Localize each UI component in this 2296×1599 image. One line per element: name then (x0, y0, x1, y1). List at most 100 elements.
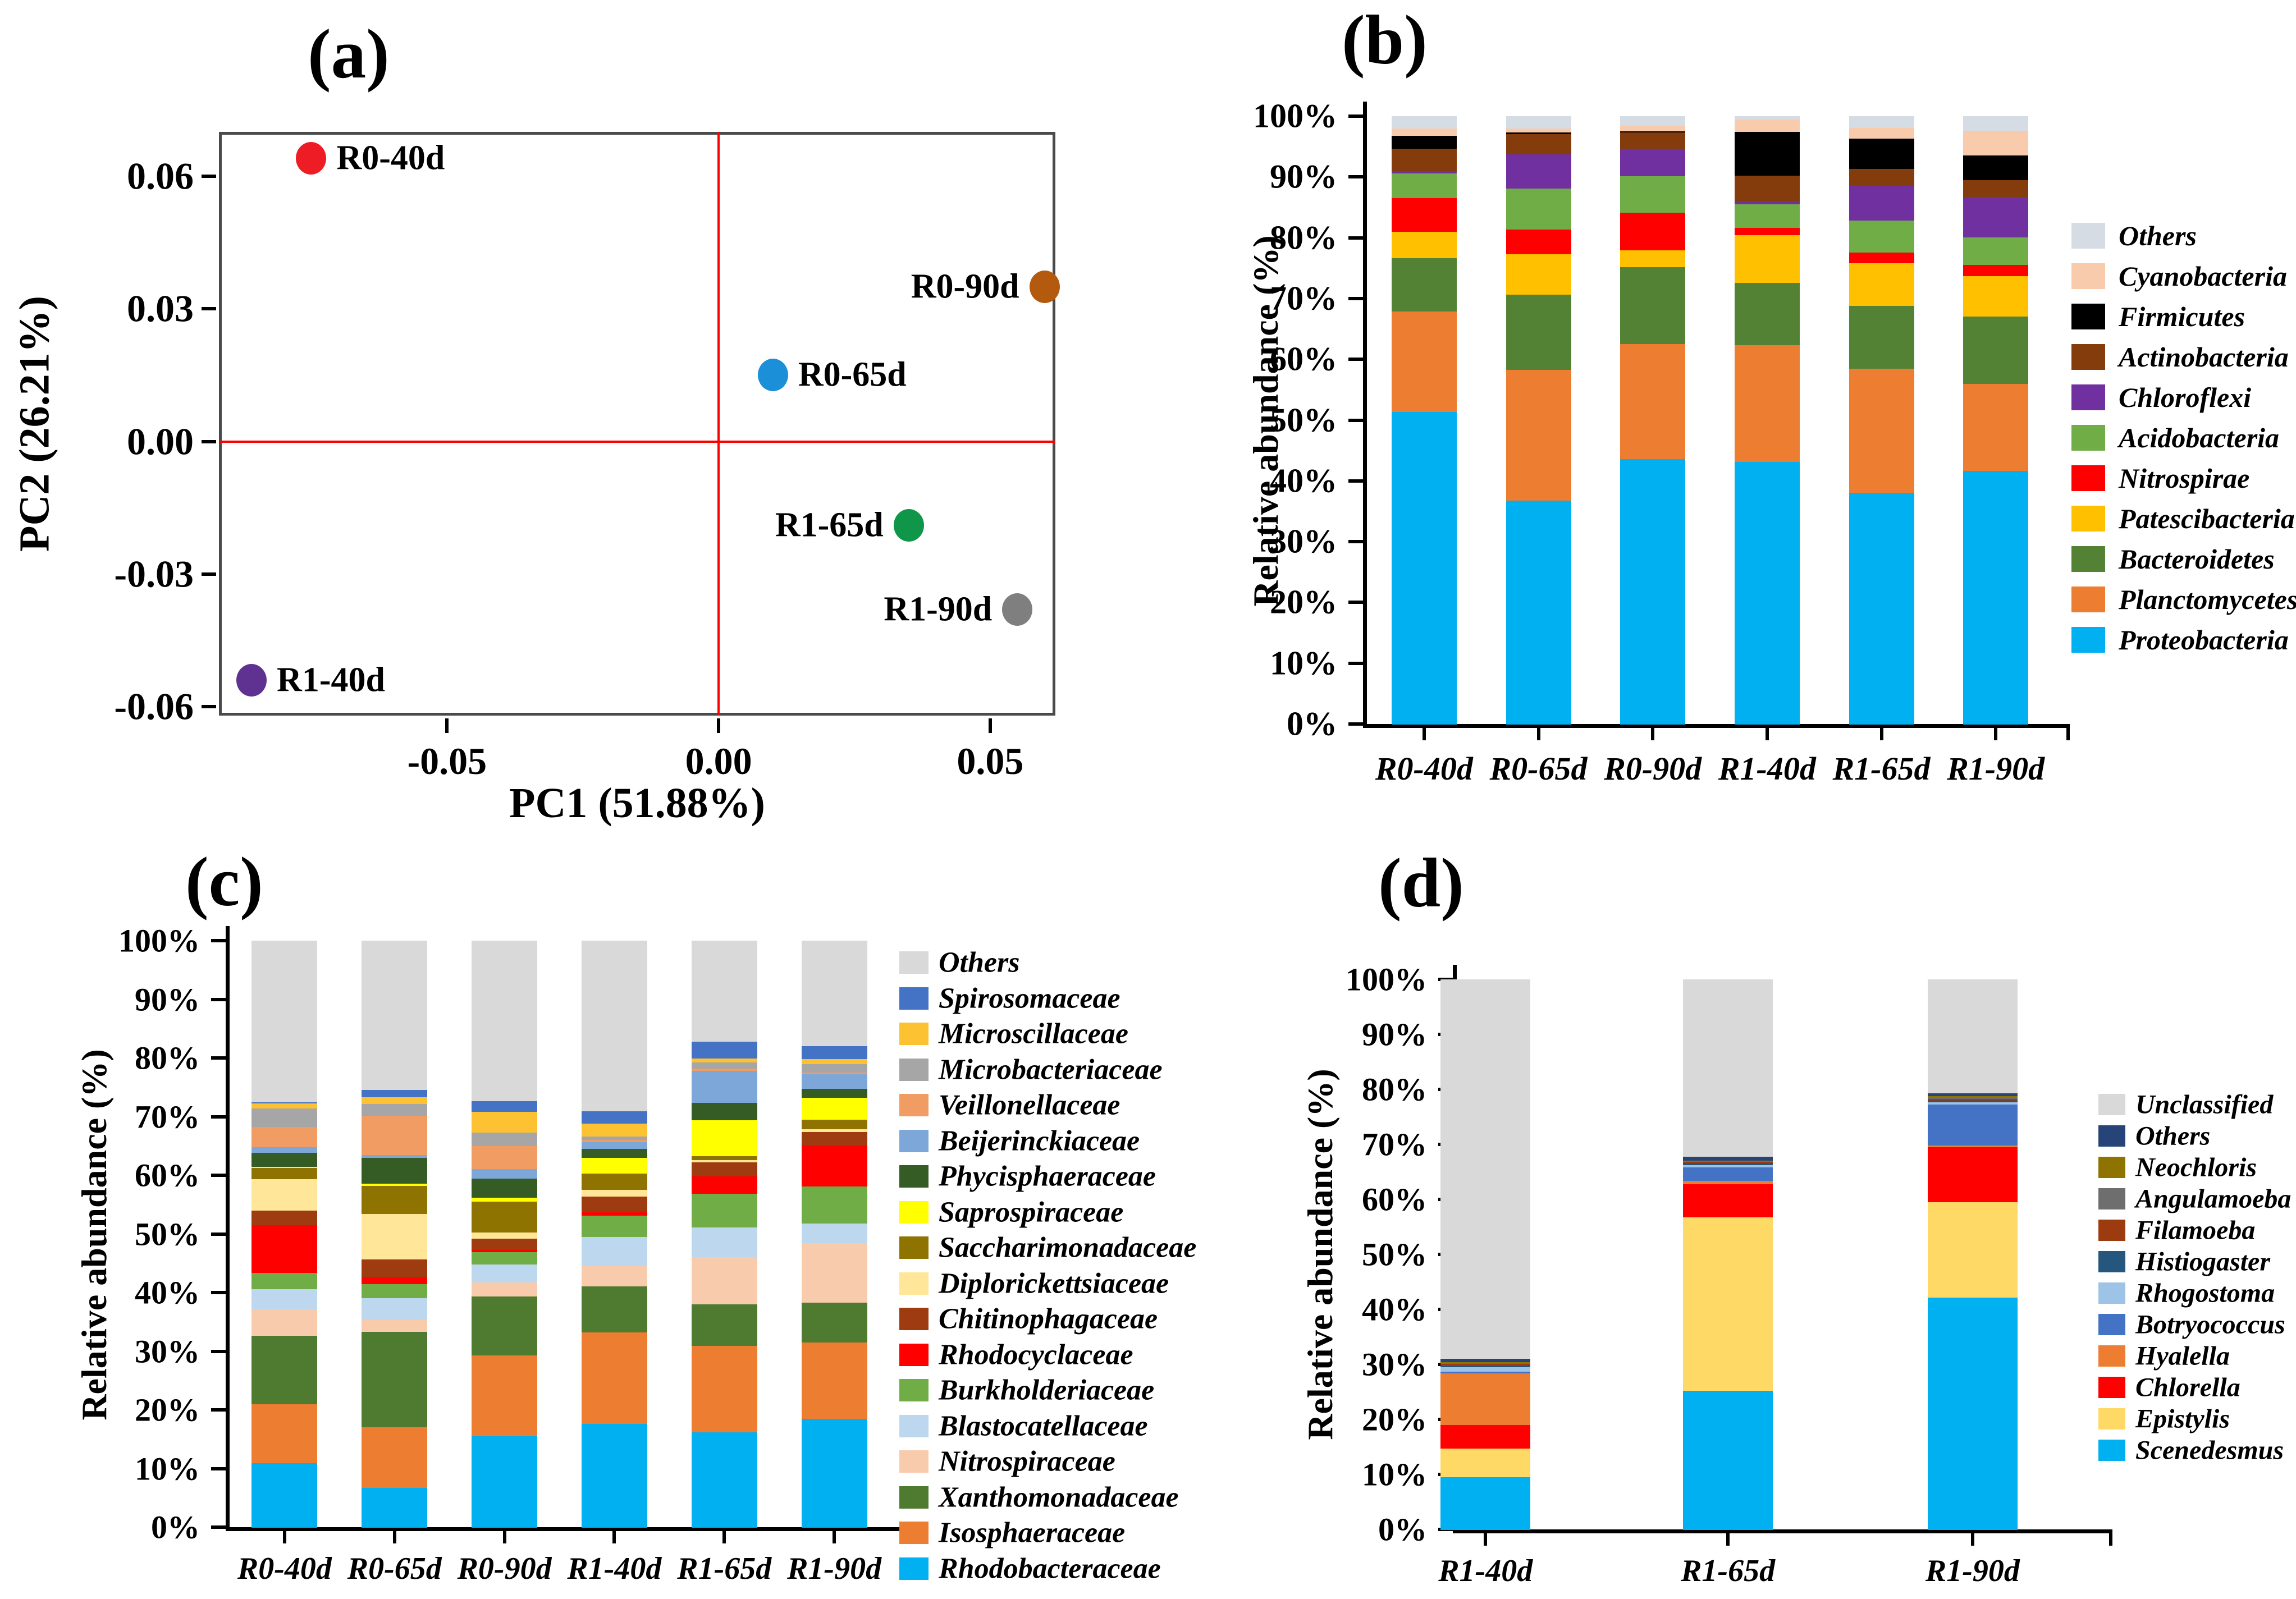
legend-label-Hyalella: Hyalella (2135, 1341, 2230, 1371)
y-tick-label: 70% (1270, 280, 1337, 317)
bar-segment-Hyalella (1440, 1373, 1531, 1426)
bar-segment-Nitrospiraceae (691, 1257, 757, 1305)
x-tick-mark (988, 718, 992, 733)
bar-segment-Cyanobacteria (1620, 125, 1686, 131)
point-label: R1-90d (884, 590, 993, 629)
y-tick-label: 100% (1346, 961, 1427, 998)
bar-segment-Others (581, 941, 647, 1111)
bar-segment-Burkholderiaceae (691, 1193, 757, 1227)
bar-segment-Patescibacteria (1506, 254, 1571, 295)
panel-letter-c: (c) (185, 844, 263, 921)
legend-swatch-Proteobacteria (2071, 627, 2105, 653)
crosshair-vertical (717, 132, 720, 716)
y-axis-line (226, 926, 230, 1531)
y-tick-mark (1348, 236, 1363, 240)
bar-segment-Chloroflexi (1849, 185, 1914, 221)
bar-segment-Phycisphaeraceae (251, 1152, 318, 1167)
y-tick-mark (211, 939, 226, 942)
legend-label-Isosphaeraceae: Isosphaeraceae (939, 1516, 1126, 1549)
bar-segment-Microscillaceae (581, 1122, 647, 1137)
point-R1-90d (1002, 593, 1033, 626)
bar-segment-Rhodocyclaceae (251, 1225, 318, 1273)
x-tick-mark (1879, 728, 1883, 740)
bar-segment-Microbacteriaceae (801, 1064, 867, 1073)
y-tick-label: 0% (1287, 705, 1337, 743)
bar-segment-Rhodobacteraceae (251, 1463, 318, 1528)
family-bar-chart (230, 941, 889, 1527)
bar-segment-Isosphaeraceae (691, 1345, 757, 1433)
legend-label-Filamoeba: Filamoeba (2135, 1215, 2256, 1245)
bar-segment-Neochloris (1927, 1096, 2018, 1098)
x-tick-mark (722, 1531, 726, 1543)
bar-segment-Phycisphaeraceae (691, 1102, 757, 1121)
y-tick-label: 50% (1270, 401, 1337, 438)
y-tick-label: 60% (135, 1157, 200, 1194)
y-tick-label: 70% (135, 1098, 200, 1135)
legend-label-Patescibacteria: Patescibacteria (2119, 503, 2295, 534)
bar-segment-Blastocatellaceae (581, 1236, 647, 1266)
bar-segment-Acidobacteria (1506, 188, 1571, 230)
bar-segment-Chitinophagaceae (801, 1131, 867, 1146)
bar-segment-Veillonellaceae (581, 1139, 647, 1143)
bar-segment-Firmicutes (1963, 155, 2029, 181)
x-axis-line (226, 1527, 906, 1531)
bar-segment-Nitrospirae (1734, 227, 1800, 235)
y-tick-label: 10% (1270, 644, 1337, 682)
x-tick-mark (1970, 1533, 1974, 1546)
bar-segment-Rhodobacteraceae (581, 1423, 647, 1528)
legend-swatch-Chitinophagaceae (899, 1308, 929, 1330)
y-tick-mark (211, 1291, 226, 1294)
bar-segment-Phycisphaeraceae (581, 1148, 647, 1158)
y-tick-mark (1348, 601, 1363, 604)
y-tick-mark (211, 1408, 226, 1412)
point-label: R0-40d (336, 139, 445, 177)
legend-swatch-Nitrospirae (2071, 465, 2105, 491)
y-tick-label: 80% (1270, 219, 1337, 256)
bar-segment-Bacteroidetes (1620, 267, 1686, 344)
legend-swatch-Saccharimonadaceae (899, 1236, 929, 1259)
category-label: R1-90d (787, 1551, 882, 1586)
bar-segment-Diplorickettsiaceae (251, 1179, 318, 1211)
legend-swatch-Rhodobacteraceae (899, 1557, 929, 1580)
legend-swatch-Firmicutes (2071, 304, 2105, 329)
legend-swatch-Chlorella (2098, 1377, 2125, 1398)
bar-segment-Microbacteriaceae (362, 1103, 428, 1116)
bar-segment-Planctomycetes (1734, 345, 1800, 462)
panel-letter-a: (a) (308, 16, 390, 93)
bar-segment-Cyanobacteria (1849, 127, 1914, 139)
x-axis-line (1453, 1529, 2112, 1533)
bar-segment-Acidobacteria (1849, 220, 1914, 253)
legend-swatch-Burkholderiaceae (899, 1379, 929, 1401)
bar-segment-Acidobacteria (1391, 173, 1457, 198)
y-tick-mark (202, 307, 216, 311)
bar-segment-Botryococcus (1683, 1167, 1773, 1181)
category-label: R1-65d (677, 1551, 772, 1586)
x-tick-mark (1765, 728, 1769, 740)
category-label: R1-40d (1718, 750, 1816, 787)
bar-segment-Chitinophagaceae (362, 1259, 428, 1278)
legend-swatch-Isosphaeraceae (899, 1522, 929, 1544)
legend-swatch-Saprospiraceae (899, 1201, 929, 1224)
bar-segment-Saccharimonadaceae (472, 1201, 538, 1233)
y-tick-mark (1348, 540, 1363, 544)
legend-label-Blastocatellaceae: Blastocatellaceae (939, 1410, 1148, 1442)
x-tick-mark (833, 1531, 836, 1543)
bar-segment-Bacteroidetes (1963, 316, 2029, 384)
bar-segment-Actinobacteria (1620, 132, 1686, 149)
bar-segment-Isosphaeraceae (362, 1427, 428, 1488)
bar-segment-Saccharimonadaceae (581, 1173, 647, 1190)
y-tick-mark (1348, 722, 1363, 726)
bar-segment-Nitrospiraceae (251, 1309, 318, 1336)
legend-swatch-Planctomycetes (2071, 587, 2105, 612)
legend-swatch-Neochloris (2098, 1157, 2125, 1178)
y-tick-mark (211, 1349, 226, 1353)
bar-segment-Cyanobacteria (1963, 130, 2029, 155)
legend-label-Spirosomaceae: Spirosomaceae (939, 982, 1120, 1014)
legend-swatch-Unclassified (2098, 1094, 2125, 1115)
bar-segment-Proteobacteria (1391, 411, 1457, 725)
legend-swatch-Microscillaceae (899, 1023, 929, 1045)
bar-segment-Saccharimonadaceae (801, 1119, 867, 1130)
bar-segment-Saprospiraceae (581, 1157, 647, 1174)
legend-swatch-Others (899, 951, 929, 974)
